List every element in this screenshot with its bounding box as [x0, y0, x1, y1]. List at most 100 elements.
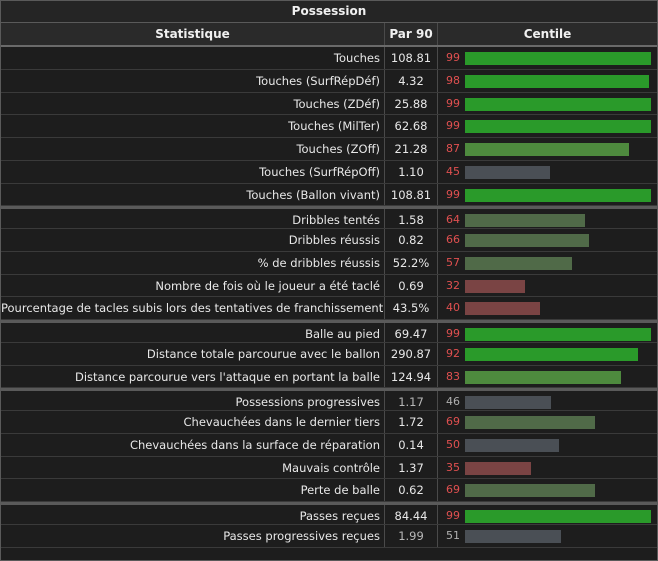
header-stat[interactable]: Statistique: [1, 23, 385, 45]
per90-value: 1.37: [385, 456, 438, 479]
per90-value: 52.2%: [385, 251, 438, 274]
centile-value: 50: [446, 437, 460, 451]
centile-bar: [465, 256, 572, 270]
per90-value: 1.99: [385, 524, 438, 547]
stat-label: Touches: [1, 47, 385, 69]
centile-value: 99: [446, 119, 460, 133]
table-title: Possession: [1, 1, 657, 23]
table-row[interactable]: Touches (SurfRépOff) 1.10 45: [1, 160, 657, 184]
table-row[interactable]: Touches 108.81 99: [1, 47, 657, 70]
per90-value: 62.68: [385, 115, 438, 137]
centile-bar: [465, 279, 525, 293]
table-row[interactable]: Balle au pied 69.47 99: [1, 320, 657, 343]
stat-label: Chevauchées dans la surface de réparatio…: [1, 433, 385, 456]
stat-label: Distance parcourue vers l'attaque en por…: [1, 365, 385, 388]
table-body: Touches 108.81 99 Touches (SurfRépDéf) 4.32 9…: [1, 47, 657, 548]
centile-cell: 99: [438, 93, 657, 115]
centile-cell: 99: [438, 323, 657, 342]
centile-value: 51: [446, 528, 460, 542]
table-header: Statistique Par 90 Centile: [1, 23, 657, 47]
stat-label: Touches (ZOff): [1, 138, 385, 160]
stat-label: Chevauchées dans le dernier tiers: [1, 411, 385, 433]
per90-value: 124.94: [385, 365, 438, 388]
table-row[interactable]: Touches (SurfRépDéf) 4.32 98: [1, 69, 657, 93]
stat-label: Touches (Ballon vivant): [1, 183, 385, 206]
stat-label: Touches (MilTer): [1, 115, 385, 137]
centile-value: 69: [446, 415, 460, 428]
per90-value: 1.10: [385, 160, 438, 183]
per90-value: 0.69: [385, 274, 438, 297]
centile-cell: 87: [438, 138, 657, 160]
centile-cell: 40: [438, 297, 657, 319]
table-row[interactable]: Distance parcourue vers l'attaque en por…: [1, 365, 657, 389]
centile-cell: 35: [438, 457, 657, 479]
per90-value: 108.81: [385, 183, 438, 206]
stat-label: Perte de balle: [1, 479, 385, 501]
centile-value: 40: [446, 301, 460, 315]
centile-bar: [465, 461, 531, 475]
centile-bar: [465, 347, 638, 361]
centile-cell: 98: [438, 70, 657, 92]
table-row[interactable]: Possessions progressives 1.17 46: [1, 388, 657, 411]
centile-bar: [465, 120, 651, 134]
header-centile[interactable]: Centile: [523, 27, 572, 41]
centile-value: 99: [446, 509, 460, 522]
stat-label: Touches (ZDéf): [1, 92, 385, 115]
per90-value: 0.62: [385, 479, 438, 501]
table-row[interactable]: Touches (ZOff) 21.28 87: [1, 138, 657, 161]
per90-value: 25.88: [385, 92, 438, 115]
per90-value: 0.14: [385, 433, 438, 456]
centile-value: 35: [446, 460, 460, 474]
centile-value: 45: [446, 164, 460, 178]
stat-label: Distance totale parcourue avec le ballon: [1, 342, 385, 365]
centile-bar: [465, 165, 550, 179]
centile-value: 64: [446, 213, 460, 227]
centile-cell: 66: [438, 229, 657, 251]
centile-value: 32: [446, 278, 460, 292]
per90-value: 4.32: [385, 69, 438, 92]
centile-bar: [465, 328, 651, 341]
centile-cell: 51: [438, 525, 657, 547]
table-row[interactable]: % de dribbles réussis 52.2% 57: [1, 251, 657, 275]
stat-label: Touches (SurfRépDéf): [1, 69, 385, 92]
per90-value: 0.82: [385, 229, 438, 251]
table-row[interactable]: Touches (Ballon vivant) 108.81 99: [1, 183, 657, 207]
centile-bar: [465, 302, 540, 316]
table-row[interactable]: Mauvais contrôle 1.37 35: [1, 456, 657, 480]
centile-cell: 32: [438, 275, 657, 297]
stat-label: Mauvais contrôle: [1, 456, 385, 479]
table-row[interactable]: Passes reçues 84.44 99: [1, 502, 657, 525]
centile-bar: [465, 97, 651, 111]
centile-cell: 69: [438, 479, 657, 501]
centile-bar: [465, 143, 629, 156]
table-row[interactable]: Dribbles réussis 0.82 66: [1, 229, 657, 252]
centile-cell: 99: [438, 47, 657, 69]
stat-label: Dribbles tentés: [1, 209, 385, 228]
centile-cell: 92: [438, 343, 657, 365]
centile-cell: 45: [438, 161, 657, 183]
centile-cell: 46: [438, 391, 657, 410]
centile-value: 87: [446, 142, 460, 155]
table-row[interactable]: Pourcentage de tacles subis lors des ten…: [1, 297, 657, 320]
header-par90[interactable]: Par 90: [385, 23, 438, 45]
per90-value: 1.58: [385, 209, 438, 228]
centile-value: 99: [446, 187, 460, 201]
centile-bar: [465, 370, 621, 384]
centile-bar: [465, 234, 589, 247]
table-row[interactable]: Dribbles tentés 1.58 64: [1, 206, 657, 229]
stat-label: Possessions progressives: [1, 391, 385, 410]
table-row[interactable]: Chevauchées dans la surface de réparatio…: [1, 433, 657, 457]
table-row[interactable]: Passes progressives reçues 1.99 51: [1, 524, 657, 548]
centile-bar: [465, 510, 651, 523]
stat-label: Passes progressives reçues: [1, 524, 385, 547]
centile-cell: 83: [438, 366, 657, 388]
table-row[interactable]: Nombre de fois où le joueur a été taclé 0…: [1, 274, 657, 298]
table-row[interactable]: Touches (ZDéf) 25.88 99: [1, 92, 657, 116]
per90-value: 290.87: [385, 342, 438, 365]
table-row[interactable]: Perte de balle 0.62 69: [1, 479, 657, 502]
table-row[interactable]: Distance totale parcourue avec le ballon…: [1, 342, 657, 366]
stat-label: Touches (SurfRépOff): [1, 160, 385, 183]
table-row[interactable]: Chevauchées dans le dernier tiers 1.72 69: [1, 411, 657, 434]
centile-bar: [465, 529, 561, 543]
table-row[interactable]: Touches (MilTer) 62.68 99: [1, 115, 657, 138]
